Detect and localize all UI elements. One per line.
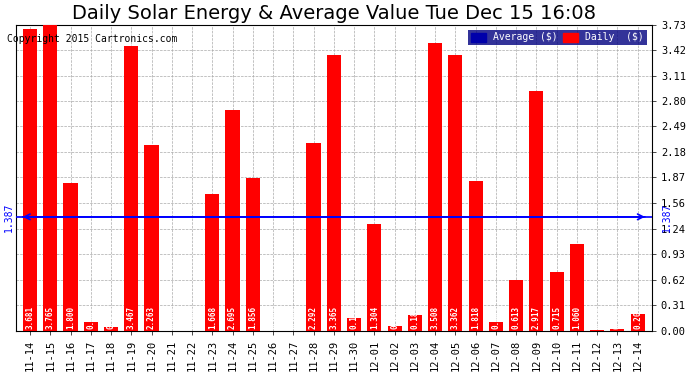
Bar (509, 280, 523, 330)
Text: 2.263: 2.263 (147, 306, 156, 329)
Text: 1.387: 1.387 (4, 202, 14, 231)
Text: 0.000: 0.000 (188, 306, 197, 329)
Text: 1.856: 1.856 (248, 306, 257, 329)
Text: 0.045: 0.045 (106, 306, 115, 329)
Bar (205, 194, 219, 330)
Bar (83, 322, 98, 330)
Text: 0.052: 0.052 (390, 306, 399, 329)
Bar (428, 43, 442, 330)
Text: 0.105: 0.105 (491, 306, 500, 329)
Bar (529, 92, 544, 330)
Bar (124, 46, 139, 330)
Text: 1.800: 1.800 (66, 306, 75, 329)
Text: 1.818: 1.818 (471, 306, 480, 329)
Text: 1.668: 1.668 (208, 306, 217, 329)
Text: 2.695: 2.695 (228, 306, 237, 329)
Bar (570, 244, 584, 330)
Bar (469, 182, 483, 330)
Bar (347, 318, 361, 330)
Text: 3.765: 3.765 (46, 306, 55, 329)
Legend: Average ($), Daily  ($): Average ($), Daily ($) (468, 30, 647, 45)
Text: 0.184: 0.184 (411, 306, 420, 329)
Title: Daily Solar Energy & Average Value Tue Dec 15 16:08: Daily Solar Energy & Average Value Tue D… (72, 4, 596, 23)
Bar (144, 145, 159, 330)
Bar (388, 326, 402, 330)
Bar (408, 315, 422, 330)
Text: 1.304: 1.304 (370, 306, 379, 329)
Text: 3.681: 3.681 (26, 306, 34, 329)
Bar (549, 272, 564, 330)
Bar (246, 178, 260, 330)
Bar (43, 22, 57, 330)
Bar (104, 327, 118, 330)
Text: 0.613: 0.613 (511, 306, 521, 329)
Text: 0.101: 0.101 (86, 306, 95, 329)
Bar (448, 55, 462, 330)
Bar (489, 322, 503, 330)
Text: 0.000: 0.000 (167, 306, 177, 329)
Bar (367, 224, 382, 330)
Bar (610, 329, 624, 330)
Text: 1.060: 1.060 (573, 306, 582, 329)
Text: 0.715: 0.715 (552, 306, 561, 329)
Bar (226, 110, 239, 330)
Text: 0.010: 0.010 (593, 306, 602, 329)
Text: 1.387: 1.387 (662, 202, 672, 231)
Text: 3.362: 3.362 (451, 306, 460, 329)
Bar (327, 55, 341, 330)
Bar (306, 142, 321, 330)
Bar (63, 183, 78, 330)
Text: Copyright 2015 Cartronics.com: Copyright 2015 Cartronics.com (7, 34, 177, 44)
Text: 0.207: 0.207 (633, 306, 642, 329)
Text: 3.467: 3.467 (127, 306, 136, 329)
Bar (631, 314, 644, 330)
Text: 3.365: 3.365 (329, 306, 338, 329)
Text: 2.917: 2.917 (532, 306, 541, 329)
Bar (23, 29, 37, 330)
Text: 0.154: 0.154 (350, 306, 359, 329)
Text: 3.508: 3.508 (431, 306, 440, 329)
Text: 0.018: 0.018 (613, 306, 622, 329)
Text: 2.292: 2.292 (309, 306, 318, 329)
Text: 0.000: 0.000 (289, 306, 298, 329)
Text: 0.000: 0.000 (268, 306, 277, 329)
